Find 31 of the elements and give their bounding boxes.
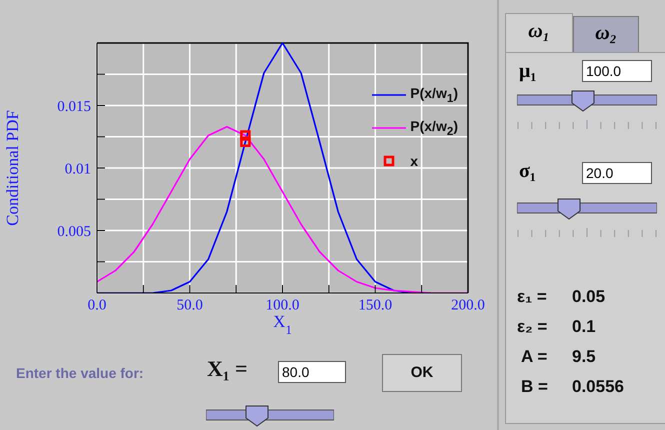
- x-tick-label: 100.0: [266, 298, 300, 314]
- x-tick-label: 50.0: [176, 298, 203, 314]
- text: 0.1: [572, 317, 596, 337]
- text: B =: [521, 377, 548, 397]
- text-field: 100.0: [582, 60, 652, 82]
- tab: ω₂: [573, 16, 639, 52]
- legend-label: P(x/w$_{1}$): [410, 84, 458, 104]
- text: μ₁: [519, 60, 536, 83]
- y-axis-title: Conditional PDF: [3, 110, 22, 226]
- text: ε₂ =: [517, 317, 548, 337]
- text: A =: [521, 347, 548, 367]
- text: Enter the value for:: [16, 365, 144, 381]
- text: ε₁ =: [517, 287, 547, 307]
- tab: ω₁: [505, 13, 573, 53]
- text-field: 80.0: [278, 361, 346, 383]
- text: 9.5: [572, 347, 596, 367]
- text: 0.05: [572, 287, 606, 307]
- x-tick-label: 200.0: [451, 298, 485, 314]
- text: σ₁: [519, 160, 536, 183]
- x-tick-label: 0.0: [88, 298, 106, 314]
- x-tick-label: 150.0: [358, 298, 392, 314]
- text: X₁ =: [207, 356, 248, 382]
- y-tick-label: 0.01: [64, 161, 91, 178]
- text-field: 20.0: [582, 162, 652, 184]
- legend-label: P(x/w$_{2}$): [410, 118, 458, 138]
- legend-label: x: [410, 152, 418, 168]
- y-tick-label: 0.015: [57, 98, 91, 115]
- x-axis-title: X$_{1}$: [273, 312, 292, 337]
- y-tick-label: 0.005: [57, 224, 91, 240]
- text: 0.0556: [572, 377, 624, 397]
- button: OK: [382, 354, 462, 392]
